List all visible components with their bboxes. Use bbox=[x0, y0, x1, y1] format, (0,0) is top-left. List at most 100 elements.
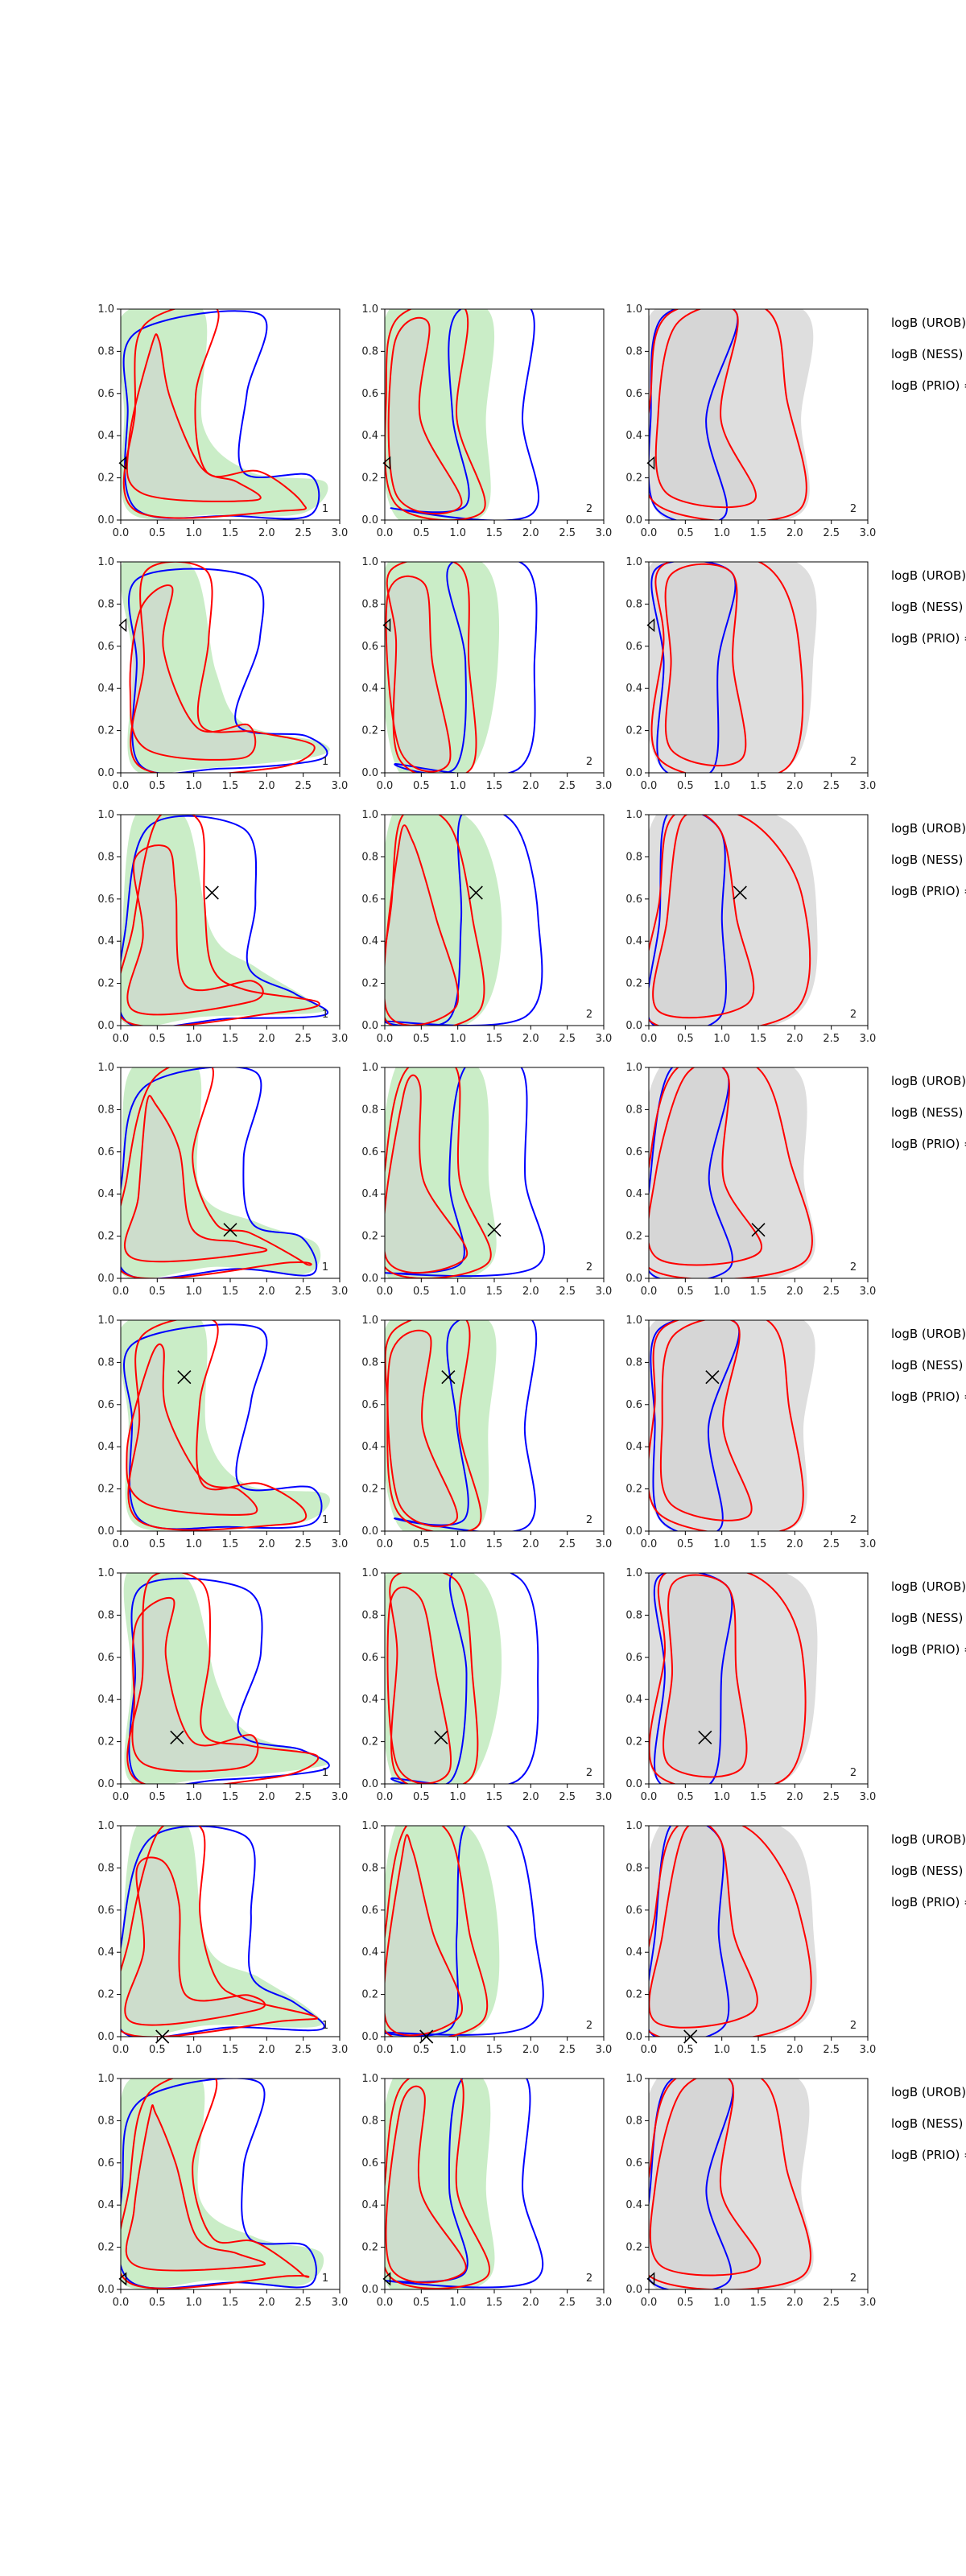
x-tick-label: 2.0 bbox=[522, 780, 539, 792]
y-tick-label: 1.0 bbox=[97, 1820, 114, 1832]
y-tick-label: 0.0 bbox=[625, 1778, 642, 1790]
subplot: 0.0 0.5 1.0 1.5 2.0 2.5 3.0 0.0 0.2 0.4 0.6 0.8 1.0 2 bbox=[361, 1315, 612, 1550]
y-tick-label: 1.0 bbox=[625, 1820, 642, 1832]
chart-row: 0.0 0.5 1.0 1.5 2.0 2.5 3.0 0.0 0.2 0.4 0.6 0.8 1.0 1… bbox=[97, 1567, 966, 1803]
y-tick-label: 0.8 bbox=[361, 2115, 378, 2127]
red-contour-outer bbox=[127, 1320, 308, 1531]
x-tick-label: 2.5 bbox=[823, 1286, 840, 1298]
y-tick-label: 0.8 bbox=[97, 1609, 114, 1621]
x-tick-label: 2.0 bbox=[522, 1538, 539, 1550]
red-contour-inner bbox=[654, 309, 757, 509]
x-tick-label: 0.5 bbox=[413, 1033, 430, 1045]
point-marker bbox=[118, 2272, 127, 2286]
red-contour-outer bbox=[649, 2079, 811, 2289]
x-tick-label: 2.5 bbox=[823, 2044, 840, 2056]
x-tick-label: 0.5 bbox=[677, 1538, 694, 1550]
logb-label: logB (NESS) = bbox=[891, 1864, 966, 1878]
panel-number: 2 bbox=[850, 1261, 857, 1274]
y-tick-label: 0.6 bbox=[625, 1652, 642, 1664]
x-tick-label: 0.5 bbox=[149, 1286, 166, 1298]
red-contour-outer bbox=[121, 1826, 319, 2037]
y-tick-label: 1.0 bbox=[97, 1062, 114, 1074]
overlap-fill bbox=[385, 1835, 462, 2036]
overlap-fill bbox=[650, 2079, 761, 2276]
y-tick-label: 0.8 bbox=[361, 1104, 378, 1116]
y-tick-label: 0.0 bbox=[97, 514, 114, 526]
x-tick-label: 0.5 bbox=[677, 1286, 694, 1298]
y-tick-label: 0.0 bbox=[361, 514, 378, 526]
plot-area bbox=[649, 1826, 817, 2037]
plot-area bbox=[385, 309, 539, 520]
x-tick-label: 1.5 bbox=[750, 1538, 767, 1550]
red-contour-inner bbox=[663, 1574, 748, 1778]
x-tick-label: 1.0 bbox=[449, 527, 466, 539]
x-tick-label: 3.0 bbox=[332, 780, 349, 792]
blue-contour bbox=[394, 1320, 538, 1531]
subplot: 0.0 0.5 1.0 1.5 2.0 2.5 3.0 0.0 0.2 0.4 0.6 0.8 1.0 1 bbox=[97, 1315, 348, 1550]
x-tick-label: 0.5 bbox=[677, 1033, 694, 1045]
x-tick-label: 0.0 bbox=[377, 1033, 394, 1045]
plot-area bbox=[121, 2079, 324, 2289]
x-tick-label: 0.5 bbox=[413, 780, 430, 792]
x-tick-label: 3.0 bbox=[860, 2044, 877, 2056]
y-tick-label: 0.6 bbox=[625, 1905, 642, 1917]
logb-label: logB (PRIO) = bbox=[891, 1642, 966, 1657]
x-tick-label: 0.0 bbox=[641, 780, 658, 792]
x-tick-label: 0.0 bbox=[641, 1538, 658, 1550]
y-tick-label: 0.4 bbox=[361, 1946, 378, 1959]
logb-label: logB (UROB) = bbox=[891, 568, 966, 583]
point-marker bbox=[434, 1730, 448, 1744]
subplot: 0.0 0.5 1.0 1.5 2.0 2.5 3.0 0.0 0.2 0.4 0.6 0.8 1.0 2 bbox=[625, 809, 876, 1045]
overlap-fill bbox=[386, 576, 451, 772]
y-tick-label: 0.8 bbox=[625, 1862, 642, 1874]
x-tick-label: 0.0 bbox=[113, 527, 130, 539]
x-tick-label: 0.5 bbox=[149, 1791, 166, 1803]
x-tick-label: 1.5 bbox=[750, 2044, 767, 2056]
blue-contour bbox=[121, 1067, 318, 1278]
red-contour-outer bbox=[649, 1573, 807, 1784]
red-contour-outer bbox=[649, 815, 811, 1026]
x-tick-label: 3.0 bbox=[596, 1033, 613, 1045]
panel-number: 1 bbox=[322, 1009, 328, 1021]
y-tick-label: 0.0 bbox=[97, 1273, 114, 1285]
red-contour-outer bbox=[126, 1573, 320, 1784]
point-marker bbox=[646, 2272, 655, 2286]
point-marker bbox=[441, 1370, 456, 1385]
subplot: 0.0 0.5 1.0 1.5 2.0 2.5 3.0 0.0 0.2 0.4 0.6 0.8 1.0 1 bbox=[97, 2073, 348, 2309]
logb-label: logB (UROB) = bbox=[891, 1327, 966, 1341]
y-tick-label: 0.6 bbox=[97, 1399, 114, 1411]
x-tick-label: 1.0 bbox=[713, 2297, 730, 2309]
red-contour-inner bbox=[126, 1343, 258, 1516]
x-tick-label: 2.0 bbox=[258, 1791, 275, 1803]
plot-area bbox=[385, 1320, 538, 1531]
x-tick-label: 0.0 bbox=[113, 1538, 130, 1550]
x-tick-label: 3.0 bbox=[860, 1538, 877, 1550]
plot-area bbox=[121, 1067, 321, 1278]
x-tick-label: 3.0 bbox=[596, 2297, 613, 2309]
subplot: 0.0 0.5 1.0 1.5 2.0 2.5 3.0 0.0 0.2 0.4 0.6 0.8 1.0 2 bbox=[361, 1062, 612, 1298]
y-tick-label: 0.0 bbox=[361, 1273, 378, 1285]
x-tick-label: 1.5 bbox=[486, 1791, 503, 1803]
logb-label: logB (PRIO) = bbox=[891, 2148, 966, 2162]
x-tick-label: 0.0 bbox=[377, 1791, 394, 1803]
logb-label: logB (UROB) = bbox=[891, 1074, 966, 1088]
red-contour-inner bbox=[385, 2085, 467, 2284]
x-tick-label: 0.0 bbox=[113, 1791, 130, 1803]
blue-contour bbox=[123, 1323, 323, 1530]
y-tick-label: 0.6 bbox=[625, 1146, 642, 1158]
logb-label: logB (UROB) = bbox=[891, 821, 966, 836]
y-tick-label: 0.0 bbox=[361, 1778, 378, 1790]
y-tick-label: 1.0 bbox=[97, 1315, 114, 1327]
plot-area bbox=[385, 1573, 539, 1784]
overlap-fill bbox=[649, 1067, 762, 1265]
plot-area bbox=[385, 1826, 544, 2037]
x-tick-label: 2.0 bbox=[786, 1286, 803, 1298]
y-tick-label: 0.6 bbox=[625, 894, 642, 906]
red-contour-inner bbox=[649, 1067, 762, 1266]
y-tick-label: 0.8 bbox=[625, 598, 642, 610]
y-tick-label: 0.4 bbox=[97, 430, 114, 442]
logb-label: logB (NESS) = bbox=[891, 1105, 966, 1120]
chart-row: 0.0 0.5 1.0 1.5 2.0 2.5 3.0 0.0 0.2 0.4 0.6 0.8 1.0 1… bbox=[97, 1315, 966, 1550]
y-tick-label: 0.6 bbox=[625, 2157, 642, 2169]
x-tick-label: 3.0 bbox=[332, 1033, 349, 1045]
